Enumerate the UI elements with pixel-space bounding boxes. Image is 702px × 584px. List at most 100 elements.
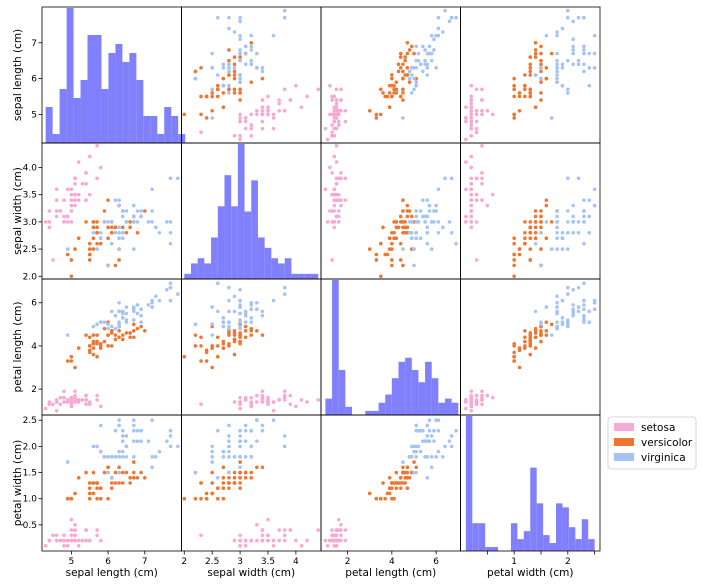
- point-versicolor-sl-pl-2: [409, 44, 414, 49]
- point-versicolor-sw-pl-15: [398, 214, 403, 219]
- point-versicolor-pw-sw-26: [227, 475, 231, 480]
- point-virginica-pl-pw-18: [582, 281, 586, 286]
- point-versicolor-sw-pw-27: [549, 220, 554, 224]
- hist-bar-pw-0: [465, 416, 473, 551]
- point-virginica-pw-sl-31: [176, 444, 180, 449]
- point-versicolor-sl-pl-16: [401, 91, 405, 95]
- point-setosa-pw-sl-30: [62, 538, 66, 543]
- point-setosa-sl-pw-20: [469, 98, 474, 102]
- point-versicolor-sl-pw-11: [539, 80, 543, 84]
- point-virginica-pl-sl-31: [176, 292, 180, 296]
- point-virginica-sw-pw-39: [571, 214, 575, 219]
- point-virginica-pw-sl-34: [109, 475, 114, 480]
- point-virginica-sl-sw-31: [282, 8, 287, 13]
- point-versicolor-pw-sl-45: [95, 486, 99, 491]
- point-virginica-pw-sw-23: [221, 455, 226, 459]
- point-versicolor-sl-pw-8: [528, 55, 533, 59]
- hist-bar-pw-16: [568, 527, 576, 551]
- point-versicolor-sw-sl-46: [95, 225, 99, 230]
- point-setosa-sw-pl-8: [332, 225, 337, 230]
- point-virginica-pw-sw-13: [210, 444, 214, 449]
- point-virginica-pw-sw-19: [193, 470, 198, 475]
- point-virginica-sw-pw-24: [571, 203, 575, 208]
- point-setosa-pw-sl-44: [73, 528, 77, 532]
- point-versicolor-pw-sw-9: [221, 475, 226, 480]
- point-virginica-pl-sl-4: [124, 305, 129, 309]
- point-versicolor-pw-sw-42: [215, 486, 220, 491]
- x-axis-title-sw: sepal width (cm): [207, 567, 295, 579]
- point-versicolor-pw-sl-42: [98, 486, 103, 491]
- point-setosa-pw-pl-49: [332, 538, 337, 543]
- hist-bar-sw-1: [190, 263, 198, 279]
- point-setosa-pl-pw-45: [474, 400, 479, 404]
- point-virginica-sl-pl-47: [416, 58, 421, 63]
- point-virginica-pw-sl-43: [135, 428, 140, 433]
- point-versicolor-sl-pl-40: [398, 94, 403, 99]
- point-setosa-pl-pw-13: [464, 406, 468, 411]
- point-versicolor-sw-pw-9: [533, 236, 538, 240]
- point-virginica-pw-pl-18: [454, 428, 458, 433]
- point-versicolor-sl-pl-18: [401, 69, 405, 74]
- point-setosa-sw-pw-43: [490, 192, 495, 197]
- point-virginica-sl-sw-46: [210, 66, 214, 70]
- point-versicolor-sw-pw-32: [523, 236, 527, 240]
- point-virginica-pw-sw-14: [227, 423, 231, 428]
- point-versicolor-sl-sw-31: [204, 94, 209, 99]
- subplot-frame-r3-c3: [460, 414, 601, 552]
- point-versicolor-sl-pw-0: [533, 40, 538, 45]
- point-setosa-pl-sl-13: [43, 406, 48, 411]
- point-setosa-sl-sw-39: [260, 108, 265, 113]
- point-setosa-sl-pw-43: [490, 112, 495, 117]
- point-versicolor-sl-pl-27: [412, 51, 416, 56]
- point-virginica-sl-pw-37: [555, 62, 559, 67]
- point-virginica-sw-pl-42: [414, 236, 419, 240]
- point-virginica-pw-sw-8: [210, 455, 214, 459]
- point-setosa-pw-sl-31: [84, 528, 88, 532]
- point-versicolor-pl-sl-31: [87, 350, 92, 355]
- point-virginica-sl-pl-48: [421, 69, 425, 74]
- point-virginica-pw-sl-22: [168, 444, 173, 449]
- point-virginica-pw-sl-8: [131, 455, 136, 459]
- point-virginica-pw-sl-26: [113, 455, 118, 459]
- point-versicolor-pw-pl-47: [396, 481, 401, 485]
- point-versicolor-pw-sw-34: [238, 470, 242, 475]
- point-versicolor-sl-pl-6: [405, 66, 410, 70]
- point-versicolor-pl-sl-20: [102, 326, 107, 331]
- point-setosa-pl-sw-13: [238, 406, 242, 411]
- point-virginica-sw-pw-34: [533, 241, 538, 246]
- point-virginica-sw-pw-47: [566, 220, 570, 224]
- point-setosa-sw-sl-39: [73, 198, 77, 202]
- point-virginica-sl-sw-30: [227, 26, 231, 31]
- point-setosa-pl-sl-42: [47, 402, 52, 407]
- point-virginica-sw-pl-32: [425, 230, 430, 235]
- point-virginica-sw-pw-23: [555, 236, 559, 240]
- point-virginica-pw-sl-19: [106, 470, 110, 475]
- point-virginica-sw-sl-34: [109, 241, 114, 246]
- point-setosa-sw-sl-23: [73, 203, 77, 208]
- point-virginica-pl-pw-11: [560, 316, 565, 320]
- point-setosa-sw-pl-23: [339, 203, 343, 208]
- point-virginica-pw-sw-17: [282, 434, 287, 438]
- hist-bar-sl-1: [52, 134, 60, 143]
- point-versicolor-pl-sl-47: [113, 337, 118, 342]
- point-virginica-sl-pl-19: [412, 76, 416, 81]
- point-versicolor-sl-sw-8: [232, 55, 237, 59]
- point-virginica-sl-pw-25: [555, 33, 559, 38]
- point-virginica-pw-sl-35: [168, 428, 173, 433]
- point-virginica-sl-sw-47: [238, 58, 242, 63]
- point-versicolor-sw-sl-19: [91, 247, 96, 251]
- hist-bar-sl-10: [115, 44, 123, 143]
- point-virginica-sl-sw-3: [232, 66, 237, 70]
- point-versicolor-sw-sl-40: [87, 241, 92, 246]
- point-setosa-pw-sl-20: [84, 538, 88, 543]
- point-setosa-sl-sw-10: [277, 98, 281, 102]
- point-setosa-sw-sl-28: [76, 198, 81, 202]
- point-virginica-sl-pl-21: [409, 91, 414, 95]
- point-setosa-sw-pl-39: [334, 198, 339, 202]
- point-setosa-sl-pw-18: [474, 87, 479, 92]
- point-versicolor-sl-sw-39: [210, 94, 214, 99]
- point-setosa-sw-pl-14: [328, 165, 332, 170]
- point-virginica-sl-pw-33: [539, 66, 543, 70]
- point-virginica-pw-sl-23: [117, 455, 121, 459]
- point-virginica-sl-pw-31: [566, 8, 570, 13]
